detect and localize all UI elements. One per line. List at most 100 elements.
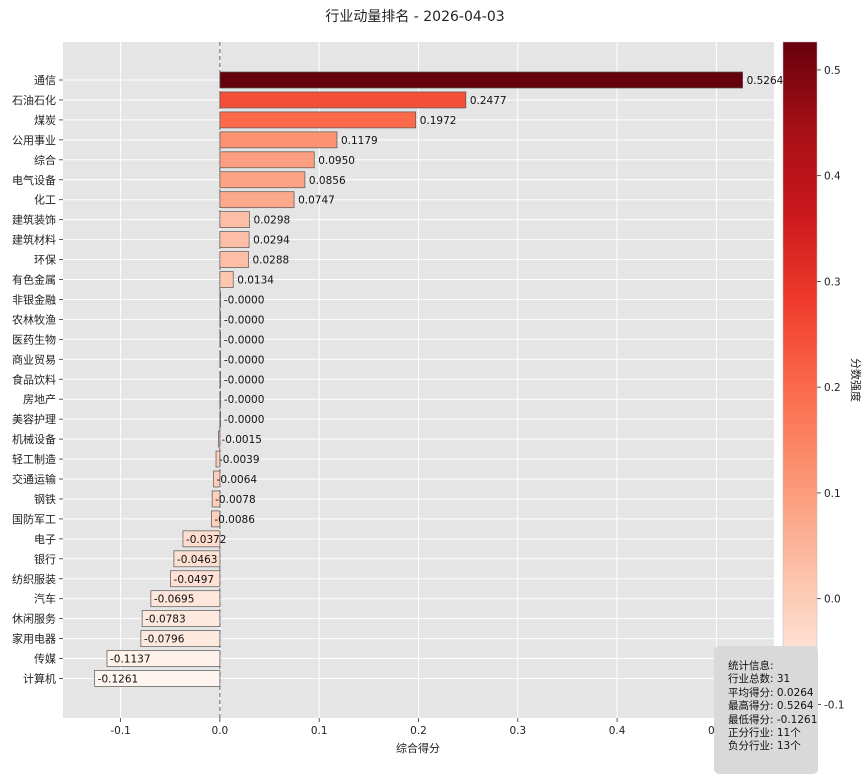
- bar-value-label: 0.5264: [747, 75, 784, 87]
- x-tick-label: 0.1: [311, 725, 328, 737]
- y-tick-label: 轻工制造: [12, 452, 56, 466]
- bar: [219, 71, 743, 89]
- y-tick-label: 机械设备: [12, 432, 56, 446]
- bar: [106, 650, 221, 667]
- x-axis-label: 综合得分: [396, 741, 440, 755]
- colorbar-tick-label: 0.5: [824, 65, 841, 77]
- x-axis: -0.10.00.10.20.30.40.5: [110, 718, 725, 737]
- bar: [219, 331, 221, 348]
- colorbar-tick-label: 0.1: [824, 488, 841, 500]
- y-tick-label: 电气设备: [12, 173, 56, 187]
- x-tick-label: 0.0: [212, 725, 229, 737]
- y-tick-label: 房地产: [23, 392, 56, 406]
- stats-min: 最低得分: -0.1261: [728, 713, 818, 726]
- x-tick-label: 0.4: [609, 725, 626, 737]
- bar-value-label: 0.1179: [341, 135, 378, 147]
- x-tick-label: -0.1: [110, 725, 131, 737]
- stats-positive: 正分行业: 11个: [728, 727, 801, 740]
- y-tick-label: 家用电器: [12, 632, 56, 646]
- bar: [219, 191, 295, 209]
- bar: [140, 630, 221, 647]
- bar-value-label: 0.0298: [253, 215, 290, 227]
- colorbar-tick-label: 0.0: [824, 594, 841, 606]
- bar: [219, 311, 221, 328]
- bar: [219, 91, 467, 109]
- stats-total: 行业总数: 31: [728, 673, 791, 686]
- stats-max: 最高得分: 0.5264: [728, 700, 814, 713]
- bar: [219, 111, 417, 129]
- colorbar-tick-label: 0.2: [824, 382, 841, 394]
- y-tick-label: 煤炭: [34, 114, 56, 127]
- x-tick-label: 0.2: [410, 725, 427, 737]
- y-tick-label: 建筑材料: [12, 233, 56, 247]
- y-tick-label: 农林牧渔: [12, 312, 56, 326]
- bar: [219, 171, 306, 189]
- y-axis: 通信石油石化煤炭公用事业综合电气设备化工建筑装饰建筑材料环保有色金属非银金融农林…: [12, 74, 63, 686]
- stats-mean: 平均得分: 0.0264: [728, 686, 814, 699]
- bar-value-label: -0.0000: [224, 394, 265, 406]
- bar-value-label: -0.0372: [186, 534, 227, 546]
- y-tick-label: 计算机: [23, 672, 56, 686]
- bar: [219, 231, 250, 248]
- bar: [182, 530, 221, 548]
- colorbar-label: 分数强度: [849, 358, 863, 402]
- bar: [219, 291, 221, 308]
- bar-value-label: -0.0078: [215, 494, 256, 506]
- y-tick-label: 化工: [34, 193, 56, 207]
- bar: [150, 590, 221, 608]
- y-tick-label: 石油石化: [12, 93, 56, 107]
- y-tick-label: 有色金属: [12, 273, 56, 287]
- chart-title: 行业动量排名 - 2026-04-03: [325, 9, 505, 25]
- bar-value-label: -0.1137: [110, 654, 151, 666]
- y-tick-label: 休闲服务: [12, 612, 56, 626]
- colorbar-tick-label: 0.4: [824, 171, 841, 183]
- y-tick-label: 医药生物: [12, 332, 56, 346]
- stats-title: 统计信息:: [728, 660, 774, 672]
- y-tick-label: 电子: [34, 533, 56, 546]
- y-tick-label: 综合: [34, 153, 56, 167]
- colorbar-tick-label: -0.1: [824, 699, 845, 711]
- bar-value-label: -0.0000: [224, 294, 265, 306]
- bar-value-label: 0.2477: [470, 95, 507, 107]
- bar: [213, 470, 221, 488]
- bar: [218, 430, 221, 448]
- bar: [219, 370, 221, 388]
- bar-value-label: -0.0796: [144, 634, 185, 646]
- bar: [215, 450, 221, 468]
- bar-value-label: 0.0134: [237, 275, 274, 287]
- y-tick-label: 非银金融: [12, 292, 56, 306]
- y-tick-label: 公用事业: [12, 134, 56, 147]
- y-tick-label: 钢铁: [34, 493, 56, 506]
- bar-value-label: -0.0015: [221, 434, 262, 446]
- bar: [211, 490, 221, 508]
- bar-value-label: 0.0747: [298, 195, 335, 207]
- x-tick-label: 0.3: [509, 725, 526, 737]
- bar: [219, 350, 221, 368]
- bar: [219, 271, 234, 288]
- bar-value-label: 0.0950: [318, 155, 355, 167]
- bars-layer: [94, 71, 743, 687]
- bar-value-label: 0.0856: [309, 175, 346, 187]
- bar-value-label: -0.0039: [219, 454, 260, 466]
- stats-negative: 负分行业: 13个: [728, 740, 801, 753]
- y-tick-label: 国防军工: [12, 512, 56, 526]
- bar-value-label: 0.1972: [420, 115, 457, 127]
- y-tick-label: 汽车: [34, 592, 56, 606]
- bar: [94, 670, 221, 687]
- y-tick-label: 建筑装饰: [12, 213, 56, 227]
- y-tick-label: 商业贸易: [12, 352, 56, 366]
- bar: [141, 610, 221, 628]
- bar-value-label: -0.0000: [224, 374, 265, 386]
- bar: [219, 131, 338, 149]
- bar: [219, 390, 221, 408]
- bar-value-label: -0.0000: [224, 414, 265, 426]
- bar: [219, 211, 250, 228]
- bar-value-label: -0.1261: [98, 674, 139, 686]
- y-tick-label: 纺织服装: [12, 572, 56, 586]
- stats-box: 统计信息: 行业总数: 31 平均得分: 0.0264 最高得分: 0.5264…: [714, 646, 818, 774]
- bar-value-label: -0.0000: [224, 334, 265, 346]
- bar-value-label: -0.0695: [154, 594, 195, 606]
- bar-value-label: 0.0294: [253, 235, 290, 247]
- bar-value-label: -0.0463: [177, 554, 218, 566]
- bar-value-label: -0.0000: [224, 314, 265, 326]
